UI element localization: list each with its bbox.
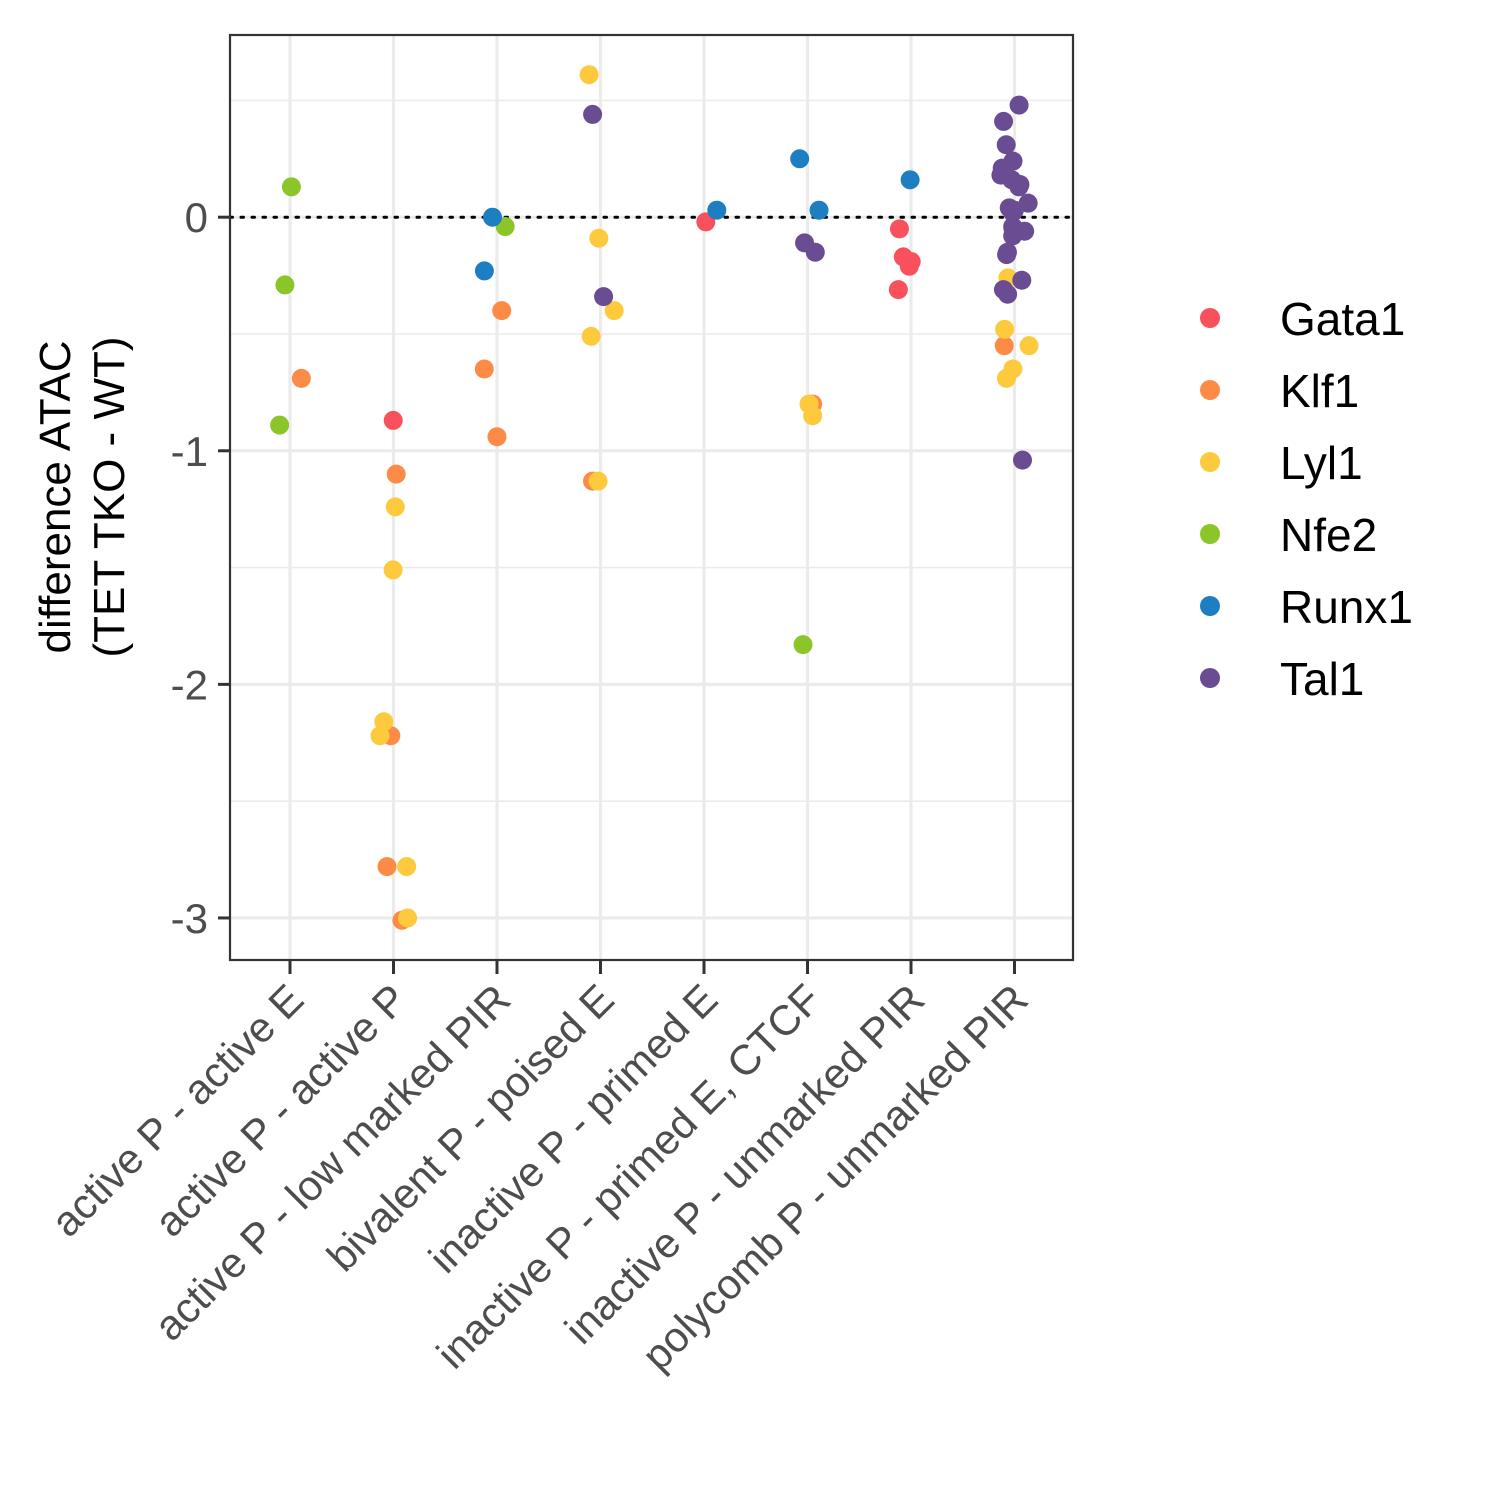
y-axis-title-line-1: difference ATAC — [31, 340, 80, 653]
legend-label: Runx1 — [1280, 581, 1413, 633]
legend-key-klf1 — [1200, 380, 1220, 400]
grid-minor — [230, 99, 1073, 802]
data-point-tal1 — [594, 287, 614, 307]
data-point-lyl1 — [803, 406, 823, 426]
data-point-runx1 — [900, 170, 920, 190]
data-point-klf1 — [377, 857, 397, 877]
data-point-tal1 — [998, 284, 1018, 304]
data-point-tal1 — [997, 245, 1017, 265]
y-axis-title: difference ATAC (TET TKO - WT) — [31, 337, 134, 658]
data-point-klf1 — [386, 464, 406, 484]
data-point-lyl1 — [995, 319, 1015, 339]
data-point-lyl1 — [398, 908, 418, 928]
data-point-tal1 — [1004, 200, 1024, 220]
legend-key-lyl1 — [1200, 452, 1220, 472]
legend-key-gata1 — [1200, 308, 1220, 328]
y-tick-label: 0 — [185, 194, 208, 241]
data-point-lyl1 — [588, 471, 608, 491]
data-point-klf1 — [487, 427, 507, 447]
y-tick-label: -2 — [171, 661, 208, 708]
data-point-tal1 — [1009, 95, 1029, 115]
data-point-tal1 — [1012, 270, 1032, 290]
data-point-nfe2 — [270, 415, 290, 435]
data-point-lyl1 — [385, 497, 405, 517]
data-point-tal1 — [1012, 450, 1032, 470]
data-point-klf1 — [474, 359, 494, 379]
legend: Gata1 Klf1 Lyl1 Nfe2 Runx1 Tal1 — [1200, 293, 1413, 705]
data-point-lyl1 — [604, 301, 624, 321]
data-point-lyl1 — [581, 326, 601, 346]
data-point-lyl1 — [1019, 336, 1039, 356]
data-point-nfe2 — [793, 635, 813, 655]
data-point-runx1 — [707, 200, 727, 220]
data-point-lyl1 — [579, 65, 599, 85]
data-points — [270, 65, 1039, 930]
data-point-runx1 — [474, 261, 494, 281]
y-tick-label: -1 — [171, 428, 208, 475]
legend-label: Tal1 — [1280, 653, 1364, 705]
data-point-nfe2 — [281, 177, 301, 197]
data-point-runx1 — [790, 149, 810, 169]
data-point-tal1 — [805, 242, 825, 262]
data-point-tal1 — [1009, 177, 1029, 197]
data-point-klf1 — [492, 301, 512, 321]
data-point-lyl1 — [996, 368, 1016, 388]
legend-label: Nfe2 — [1280, 509, 1377, 561]
data-point-lyl1 — [383, 560, 403, 580]
legend-key-runx1 — [1200, 596, 1220, 616]
data-point-lyl1 — [589, 228, 609, 248]
data-point-runx1 — [483, 207, 503, 227]
data-point-gata1 — [889, 219, 909, 239]
data-point-runx1 — [809, 200, 829, 220]
data-point-nfe2 — [275, 275, 295, 295]
data-point-klf1 — [291, 368, 311, 388]
legend-key-tal1 — [1200, 668, 1220, 688]
legend-label: Lyl1 — [1280, 437, 1363, 489]
data-point-lyl1 — [370, 726, 390, 746]
data-point-gata1 — [383, 410, 403, 430]
data-point-tal1 — [583, 104, 603, 124]
data-point-tal1 — [1003, 226, 1023, 246]
plot-border — [228, 33, 1075, 962]
legend-label: Gata1 — [1280, 293, 1405, 345]
data-point-klf1 — [994, 336, 1014, 356]
data-point-tal1 — [996, 135, 1016, 155]
y-axis-title-line-2: (TET TKO - WT) — [85, 337, 134, 658]
legend-label: Klf1 — [1280, 365, 1359, 417]
data-point-lyl1 — [397, 857, 417, 877]
y-tick-label: -3 — [171, 895, 208, 942]
data-point-gata1 — [901, 252, 921, 272]
y-axis: 0 -1 -2 -3 — [171, 194, 230, 942]
data-point-gata1 — [888, 280, 908, 300]
data-point-tal1 — [994, 111, 1014, 131]
legend-key-nfe2 — [1200, 524, 1220, 544]
plot-panel — [230, 35, 1073, 960]
